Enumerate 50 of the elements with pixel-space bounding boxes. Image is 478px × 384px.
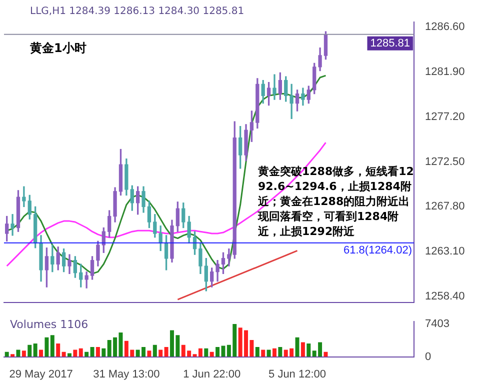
bar [266,350,271,357]
annotation: 黄金1小时 [30,40,86,57]
bar [96,347,100,357]
y-tick-label: 1286.60 [425,20,465,33]
bar [306,344,311,357]
x-tick-label: 29 May 2017 [9,368,73,380]
bar [261,350,266,357]
bar [295,337,300,357]
y-tick-label: 1263.10 [425,246,465,258]
bar [62,352,66,357]
bar [50,335,54,357]
bar [28,344,32,357]
ref-line-label: 1285.81 [370,37,410,50]
bar [16,350,20,357]
y-tick-label: 1277.20 [425,110,465,123]
bar [164,347,168,357]
bar [278,347,282,357]
y-tick-label: 1281.90 [425,66,465,78]
bar [44,337,49,357]
bar [84,352,89,357]
bar [56,344,60,357]
y-tick-label: 1272.50 [425,156,465,168]
bar [10,354,15,357]
x-tick-label: 31 May 13:00 [93,368,160,380]
y-tick-label: 1267.80 [425,200,465,213]
bar [39,350,44,357]
bar [147,350,152,357]
bar [90,347,94,357]
x-tick-label: 1 Jun 22:00 [183,368,241,380]
bar [73,350,78,357]
y-tick-label: 7403 [425,318,450,330]
bar [152,344,157,357]
bar [22,350,26,357]
bar [204,348,208,357]
y-tick-label: 0 [425,350,432,363]
ref-line-label: 61.8(1264.02) [344,244,412,256]
bar [300,342,305,357]
bar [78,348,83,357]
bar [272,348,276,357]
y-tick-label: 1258.40 [425,290,465,303]
bar [324,352,328,357]
bar [210,352,214,357]
x-tick-label: 5 Jun 12:00 [268,368,326,380]
bar [4,352,9,357]
annotation: Volumes 1106 [10,318,88,331]
bar [255,347,260,357]
bar [33,344,38,357]
bar [102,348,106,357]
bar [158,350,163,357]
text: LLG,H1 1284.39 1286.13 1284.30 1285.81 [30,6,244,17]
